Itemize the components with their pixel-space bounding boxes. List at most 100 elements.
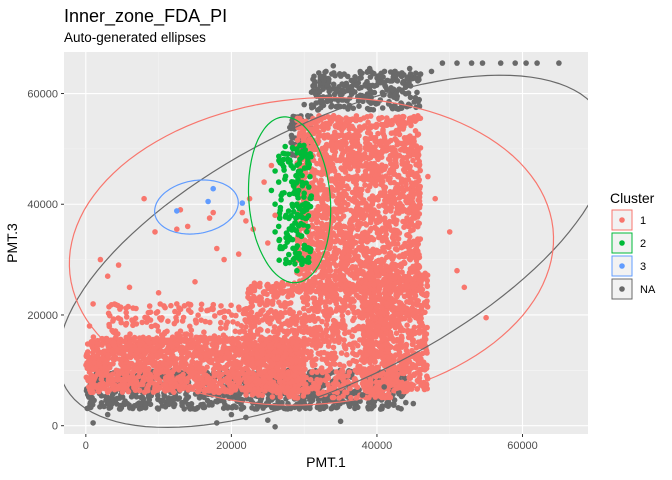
point-cluster-1 [202, 318, 209, 325]
point-cluster-1 [125, 303, 131, 310]
point-cluster-1 [144, 315, 151, 321]
point-cluster-1 [303, 381, 309, 388]
point-cluster-1 [96, 370, 103, 376]
point-cluster-1 [122, 364, 129, 371]
point-cluster-1 [373, 258, 380, 265]
point-cluster-1 [160, 360, 167, 367]
point-cluster-1 [194, 373, 200, 379]
point-cluster-1 [376, 203, 382, 209]
point-cluster-1 [315, 134, 322, 140]
point-cluster-1 [165, 356, 171, 362]
point-cluster-NA [353, 82, 360, 89]
point-cluster-1 [411, 138, 417, 145]
point-cluster-NA [407, 71, 414, 77]
point-cluster-1 [159, 315, 165, 321]
point-cluster-NA [328, 104, 334, 110]
point-cluster-1 [409, 215, 416, 221]
point-cluster-1 [224, 349, 230, 356]
point-cluster-1 [371, 164, 377, 170]
point-cluster-1 [154, 352, 160, 358]
point-cluster-1 [334, 200, 341, 206]
point-cluster-1 [184, 378, 190, 385]
point-cluster-1 [100, 356, 106, 362]
point-cluster-1 [207, 357, 214, 364]
point-cluster-NA [138, 405, 145, 412]
point-cluster-1 [357, 258, 363, 265]
point-cluster-1 [387, 250, 394, 256]
point-cluster-1 [363, 137, 370, 143]
point-cluster-1 [214, 386, 220, 392]
point-cluster-1 [353, 190, 360, 197]
point-cluster-1 [336, 121, 342, 128]
point-cluster-1 [137, 342, 143, 348]
point-cluster-1 [380, 126, 386, 133]
point-cluster-1 [198, 301, 205, 308]
point-cluster-1 [328, 191, 334, 198]
point-cluster-NA [98, 393, 105, 399]
point-cluster-1 [348, 134, 355, 140]
point-cluster-NA [171, 401, 178, 408]
point-cluster-1 [129, 347, 135, 353]
point-cluster-1 [157, 337, 164, 344]
point-cluster-1 [403, 181, 409, 188]
point-cluster-NA [382, 83, 389, 90]
point-cluster-1 [360, 207, 366, 213]
point-cluster-1 [243, 392, 249, 398]
point-cluster-1 [103, 371, 110, 378]
point-cluster-1 [385, 198, 391, 205]
dense-region-cluster-1 [105, 301, 263, 363]
point-cluster-1 [231, 338, 238, 344]
point-cluster-1 [379, 176, 385, 182]
point-cluster-NA [316, 89, 323, 95]
point-cluster-1 [189, 359, 195, 365]
point-cluster-1 [227, 382, 233, 389]
point-cluster-1 [188, 309, 194, 316]
point-cluster-1 [368, 151, 375, 157]
point-cluster-1 [125, 374, 132, 381]
point-cluster-NA [155, 406, 162, 412]
point-cluster-1 [368, 234, 375, 241]
point-cluster-1 [213, 349, 220, 355]
point-cluster-1 [187, 373, 193, 380]
point-cluster-1 [311, 230, 317, 237]
point-cluster-1 [223, 322, 229, 328]
point-cluster-1 [112, 328, 119, 334]
point-cluster-NA [346, 401, 352, 408]
point-cluster-1 [229, 366, 236, 372]
point-cluster-1 [357, 160, 363, 167]
chart-title: Inner_zone_FDA_PI [64, 6, 227, 27]
point-cluster-1 [139, 319, 145, 326]
point-cluster-NA [181, 399, 188, 405]
point-cluster-1 [344, 247, 350, 253]
point-cluster-1 [321, 206, 327, 212]
point-cluster-1 [106, 321, 112, 328]
point-cluster-1 [350, 345, 356, 351]
point-cluster-1 [218, 319, 224, 326]
point-cluster-1 [123, 314, 130, 320]
point-cluster-1 [381, 166, 388, 173]
point-cluster-1 [172, 308, 178, 315]
point-cluster-NA [398, 406, 404, 412]
point-cluster-NA [366, 106, 373, 113]
point-cluster-1 [248, 309, 255, 316]
point-cluster-1 [123, 322, 129, 328]
point-cluster-1 [413, 147, 420, 153]
point-cluster-NA [321, 398, 327, 404]
point-cluster-1 [115, 315, 122, 321]
point-cluster-1 [132, 387, 139, 394]
point-cluster-1 [321, 186, 328, 193]
point-cluster-NA [201, 394, 207, 401]
point-cluster-1 [133, 355, 140, 361]
point-cluster-1 [125, 388, 132, 395]
point-cluster-1 [393, 210, 400, 216]
point-cluster-1 [310, 368, 316, 375]
point-cluster-1 [406, 243, 413, 250]
point-cluster-NA [381, 68, 388, 75]
point-cluster-NA [339, 87, 345, 93]
point-cluster-1 [414, 208, 420, 215]
point-cluster-1 [341, 276, 348, 283]
point-cluster-1 [192, 349, 198, 355]
point-cluster-1 [136, 387, 143, 394]
point-cluster-1 [194, 334, 201, 341]
point-cluster-1 [190, 369, 197, 376]
